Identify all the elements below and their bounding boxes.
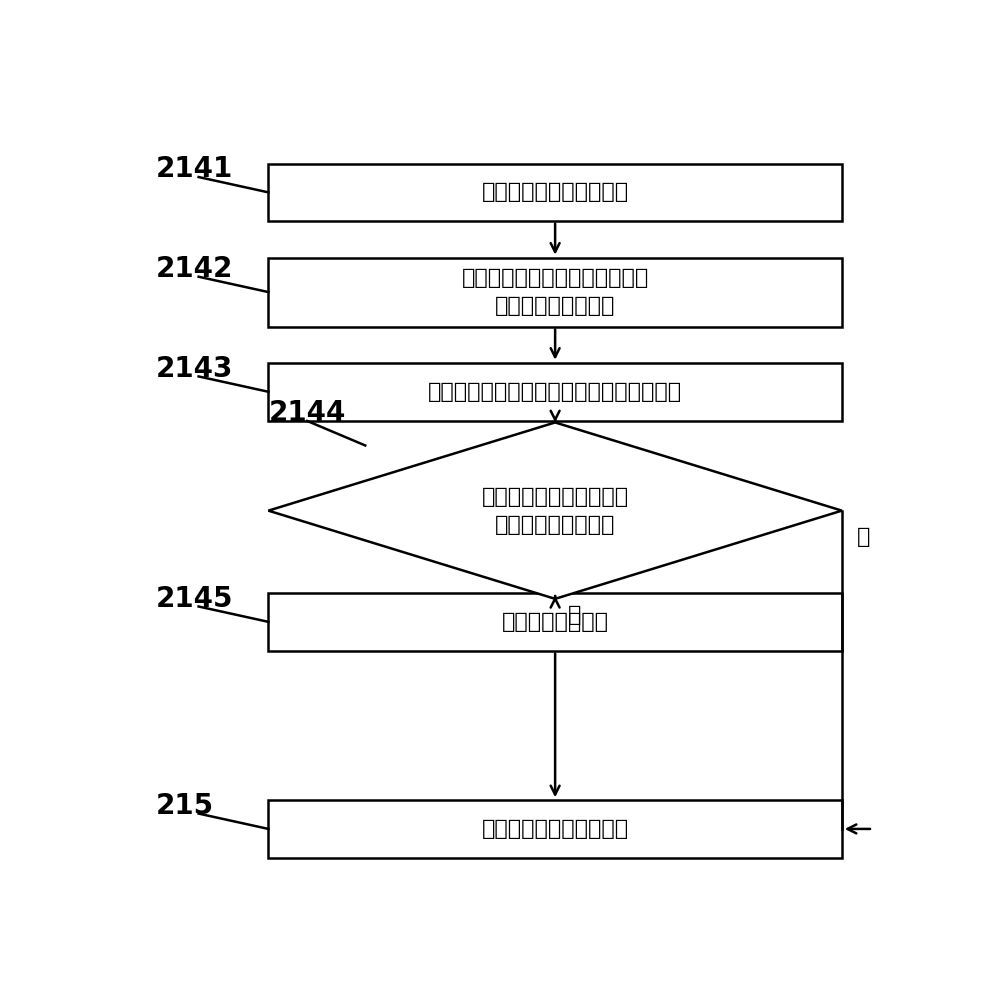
Text: 是: 是 xyxy=(568,605,582,624)
Bar xyxy=(268,363,842,420)
Text: 2143: 2143 xyxy=(156,355,233,382)
Text: 2145: 2145 xyxy=(156,585,234,613)
Text: 2141: 2141 xyxy=(156,155,233,183)
Text: 否: 否 xyxy=(857,528,871,548)
Bar xyxy=(268,593,842,650)
Text: 对电池单体进行均衡禁止: 对电池单体进行均衡禁止 xyxy=(482,819,629,839)
Text: 开启电池单体均衡: 开启电池单体均衡 xyxy=(502,612,609,631)
Bar xyxy=(268,163,842,221)
Text: 根据均衡电流和均衡时间计算出已均衡容量: 根据均衡电流和均衡时间计算出已均衡容量 xyxy=(428,381,682,401)
Text: 2144: 2144 xyxy=(268,399,346,427)
Bar xyxy=(268,800,842,858)
Text: 215: 215 xyxy=(156,792,214,820)
Text: 根据第一当前电压和电池单体的
电阻计算出均衡电流: 根据第一当前电压和电池单体的 电阻计算出均衡电流 xyxy=(462,268,649,316)
Text: 测量电池单体的均衡时间: 测量电池单体的均衡时间 xyxy=(482,182,629,202)
Text: 2142: 2142 xyxy=(156,255,233,283)
Text: 判断获取的剩余均衡容量
是否大于已均衡容量: 判断获取的剩余均衡容量 是否大于已均衡容量 xyxy=(482,487,629,535)
Bar xyxy=(268,258,842,327)
Polygon shape xyxy=(268,422,842,599)
